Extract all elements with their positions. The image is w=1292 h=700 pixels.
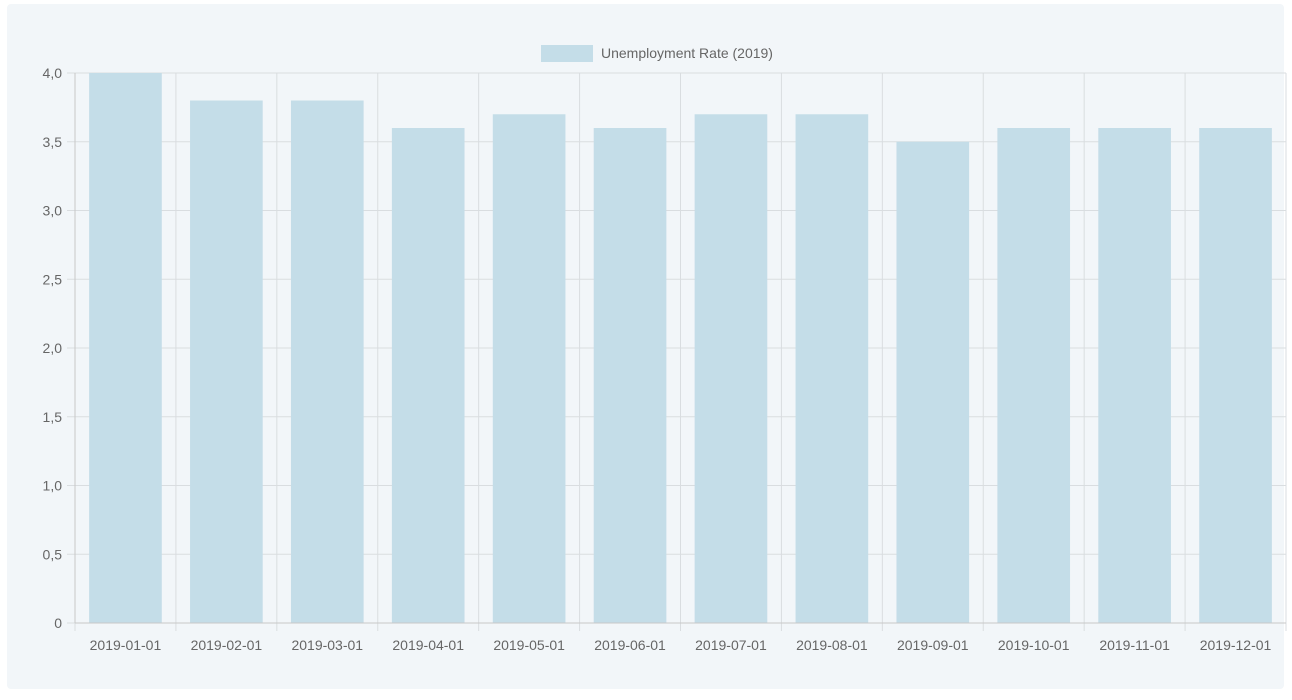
bar-2019-07-01[interactable] [694, 114, 768, 623]
y-tick-label: 2,0 [43, 340, 63, 356]
y-tick-label: 2,5 [43, 271, 63, 287]
bar-2019-02-01[interactable] [190, 100, 263, 624]
x-tick-label: 2019-11-01 [1099, 637, 1170, 653]
bar-2019-01-01[interactable] [89, 73, 162, 623]
bar-2019-05-01[interactable] [492, 114, 566, 623]
legend-swatch [541, 44, 593, 62]
y-tick-label: 1,5 [43, 409, 63, 425]
bar-2019-11-01[interactable] [1098, 128, 1171, 623]
y-tick-label: 3,0 [43, 203, 63, 219]
bar-2019-08-01[interactable] [795, 114, 869, 623]
x-tick-label: 2019-03-01 [291, 637, 363, 653]
bar-2019-04-01[interactable] [391, 128, 465, 623]
x-tick-label: 2019-05-01 [493, 637, 565, 653]
y-tick-label: 0 [54, 615, 62, 631]
bar-2019-03-01[interactable] [290, 100, 364, 624]
x-tick-label: 2019-09-01 [897, 637, 969, 653]
bar-2019-10-01[interactable] [997, 128, 1071, 623]
chart-legend[interactable]: Unemployment Rate (2019) [541, 44, 773, 62]
bar-2019-06-01[interactable] [593, 128, 667, 623]
y-tick-label: 3,5 [43, 134, 63, 150]
x-tick-label: 2019-10-01 [998, 637, 1070, 653]
x-tick-label: 2019-06-01 [594, 637, 666, 653]
y-tick-label: 4,0 [43, 65, 63, 81]
x-tick-label: 2019-04-01 [392, 637, 464, 653]
y-tick-label: 1,0 [43, 478, 63, 494]
x-tick-label: 2019-12-01 [1200, 637, 1272, 653]
legend-label: Unemployment Rate (2019) [601, 45, 773, 61]
y-tick-label: 0,5 [43, 546, 63, 562]
bar-2019-09-01[interactable] [896, 141, 970, 623]
x-tick-label: 2019-07-01 [695, 637, 767, 653]
x-tick-label: 2019-01-01 [90, 637, 162, 653]
x-tick-label: 2019-08-01 [796, 637, 868, 653]
x-tick-label: 2019-02-01 [191, 637, 263, 653]
bar-2019-12-01[interactable] [1199, 128, 1272, 623]
